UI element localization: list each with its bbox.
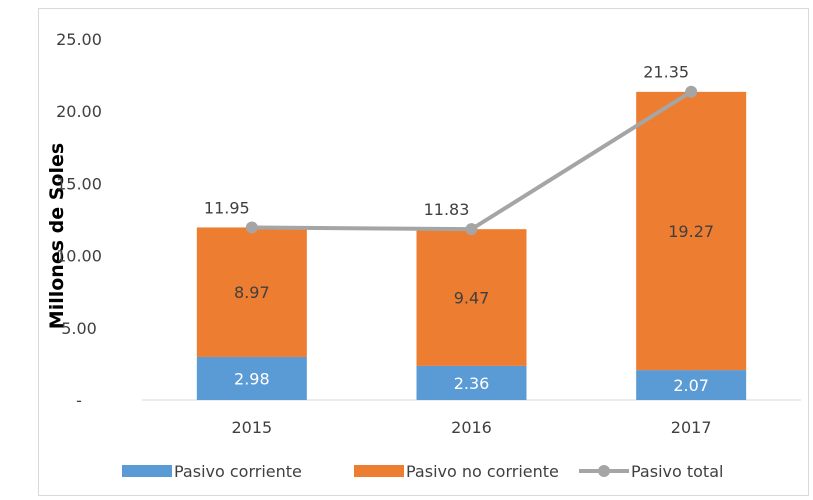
x-tick-label: 2017 [671,418,712,437]
bar-pasivo-no-corriente [196,227,307,357]
bar-value-label: 2.36 [454,374,490,393]
line-point [465,223,478,236]
line-value-label: 21.35 [643,63,689,82]
axes: - 5.00 10.00 15.00 20.00 25.00 2015 2016 2017 [56,30,801,437]
bar-pasivo-corriente [416,365,527,400]
y-tick-label: 20.00 [56,102,102,121]
legend: Pasivo corriente Pasivo no corriente Pasiv… [122,462,723,481]
line-point [685,85,698,98]
x-tick-label: 2016 [451,418,492,437]
bar-value-label: 2.07 [673,376,709,395]
total-line [245,85,698,236]
bars [196,91,747,400]
y-tick-label: 10.00 [56,247,102,266]
y-tick-label: - [76,391,82,410]
legend-marker [598,465,610,477]
legend-label: Pasivo no corriente [406,462,559,481]
legend-label: Pasivo total [631,462,723,481]
bar-pasivo-corriente [636,370,747,400]
y-axis-label: Millones de Soles [46,143,68,329]
line-pasivo-total [251,90,693,232]
bar-value-label: 9.47 [454,289,490,308]
legend-swatch [354,465,404,477]
legend-label: Pasivo corriente [174,462,302,481]
y-tick-label: 5.00 [61,319,97,338]
y-tick-label: 25.00 [56,30,102,49]
bar-pasivo-corriente [196,356,307,400]
x-tick-label: 2015 [231,418,272,437]
chart-canvas: Millones de Soles - 5.00 10.00 15.00 20.00 25… [46,30,801,481]
chart-frame: Millones de Soles - 5.00 10.00 15.00 20.00 25… [38,8,809,496]
bar-value-label: 8.97 [234,283,270,302]
data-labels: 2.98 8.97 2.36 9.47 2.07 19.27 11.95 11.83 21.35 [204,63,714,395]
y-tick-label: 15.00 [56,174,102,193]
bar-value-label: 19.27 [668,222,714,241]
bar-pasivo-no-corriente [636,91,747,371]
line-point [245,221,258,234]
legend-swatch [122,465,172,477]
line-value-label: 11.83 [424,200,470,219]
bar-pasivo-no-corriente [416,229,527,366]
bar-value-label: 2.98 [234,369,270,388]
line-value-label: 11.95 [204,198,250,217]
